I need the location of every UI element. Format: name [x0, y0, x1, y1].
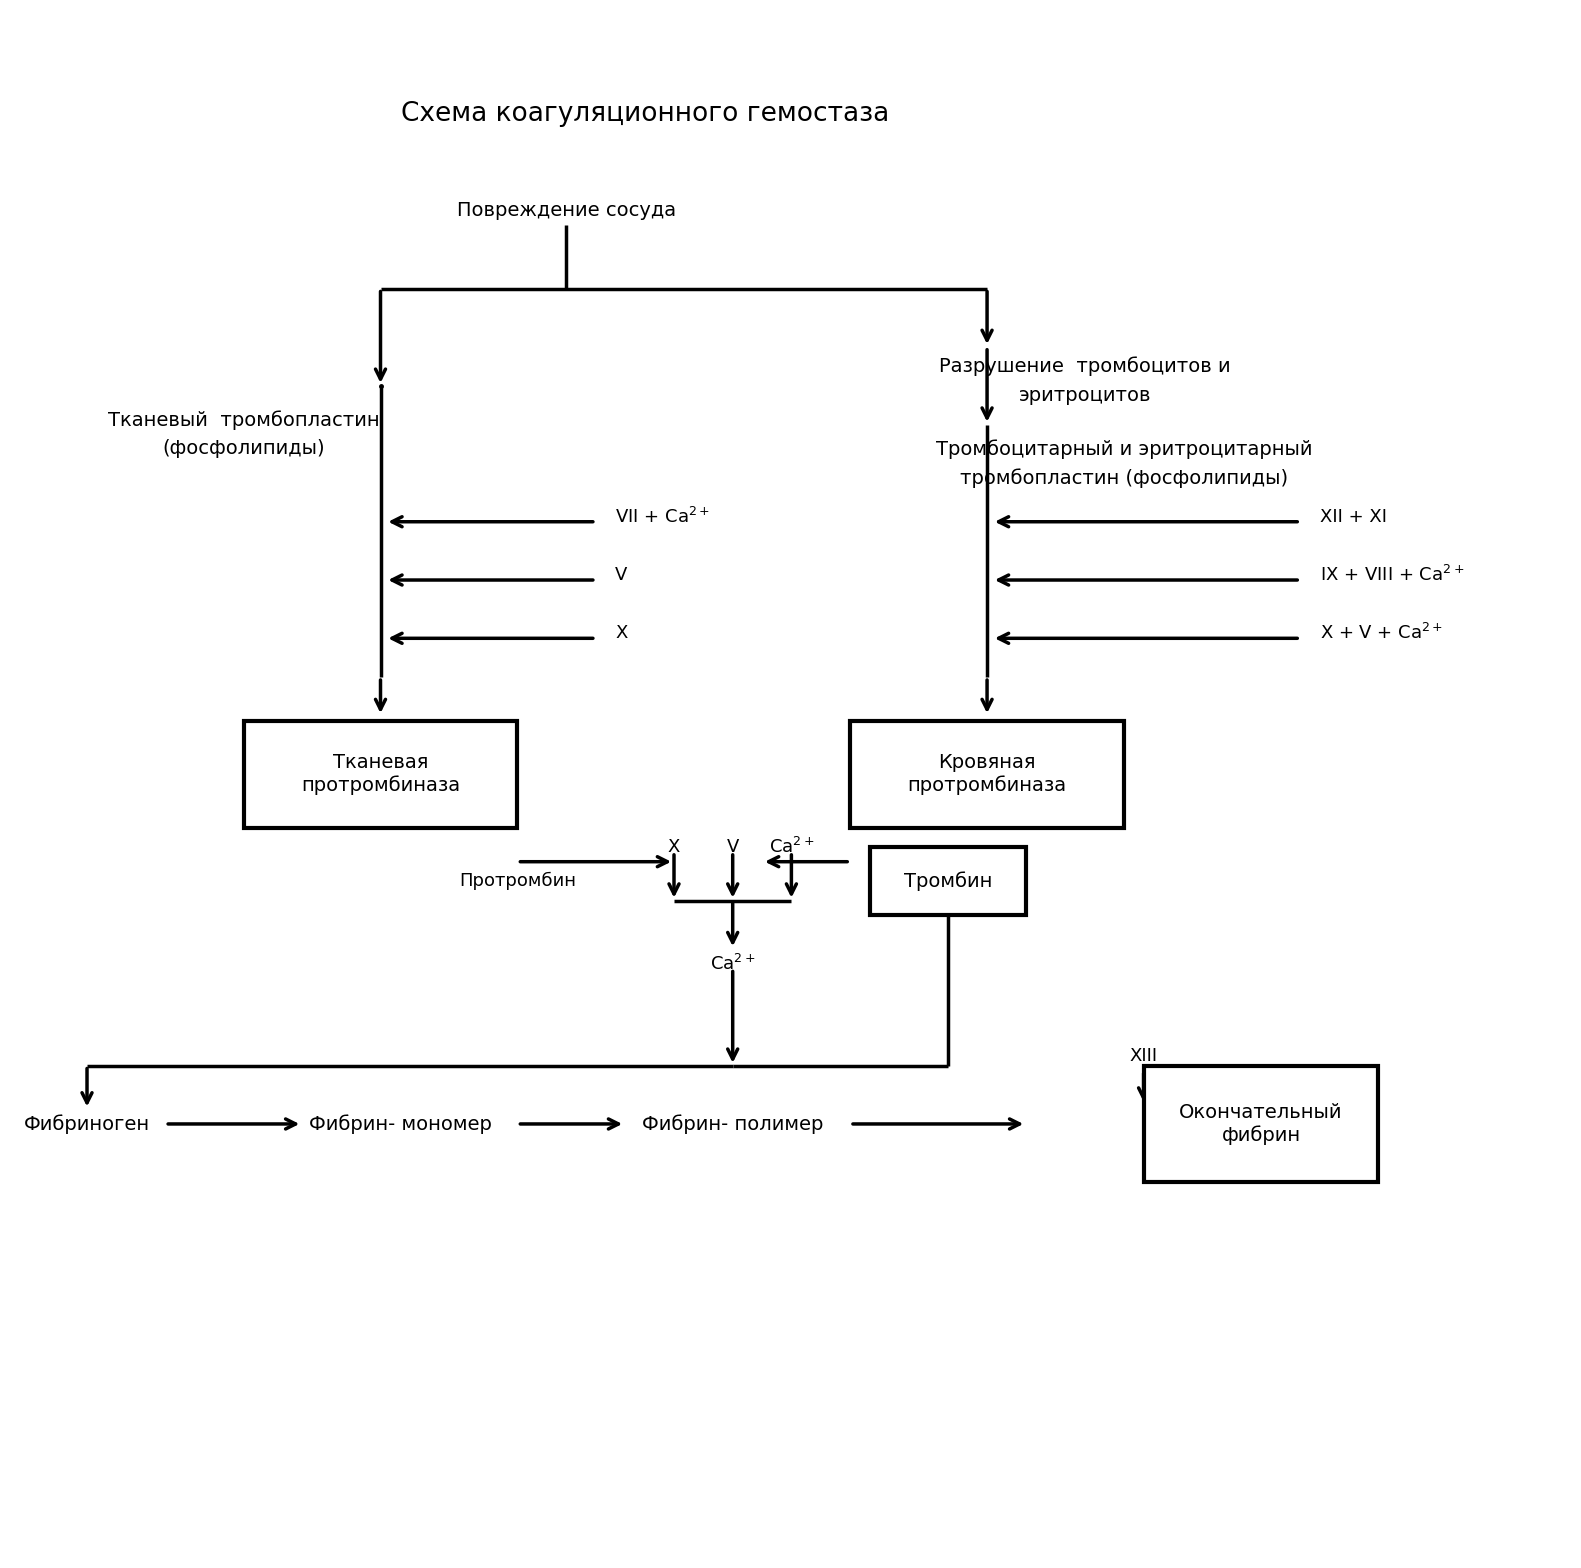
Text: X: X	[667, 839, 680, 856]
Text: Протромбин: Протромбин	[458, 872, 575, 891]
Text: IX + VIII + Ca$^{2+}$: IX + VIII + Ca$^{2+}$	[1320, 564, 1464, 585]
Text: Тромбоцитарный и эритроцитарный: Тромбоцитарный и эритроцитарный	[936, 439, 1312, 459]
Text: тромбопластин (фосфолипиды): тромбопластин (фосфолипиды)	[960, 469, 1289, 488]
Text: Схема коагуляционного гемостаза: Схема коагуляционного гемостаза	[400, 100, 889, 127]
Text: X: X	[615, 624, 628, 643]
Text: VII + Ca$^{2+}$: VII + Ca$^{2+}$	[615, 506, 710, 527]
Text: V: V	[615, 566, 628, 585]
Text: Тромбин: Тромбин	[904, 872, 993, 891]
Text: Фибрин- полимер: Фибрин- полимер	[642, 1115, 824, 1134]
Text: Ca$^{2+}$: Ca$^{2+}$	[710, 953, 756, 974]
Bar	[1143, 1066, 1379, 1182]
Text: Ca$^{2+}$: Ca$^{2+}$	[768, 837, 814, 858]
Text: XII + XI: XII + XI	[1320, 508, 1387, 525]
Text: Окончательный
фибрин: Окончательный фибрин	[1179, 1102, 1342, 1145]
Text: Тканевый  тромбопластин: Тканевый тромбопластин	[108, 409, 379, 430]
Text: эритроцитов: эритроцитов	[1018, 386, 1151, 405]
Text: V: V	[727, 839, 738, 856]
Text: Повреждение сосуда: Повреждение сосуда	[457, 201, 677, 221]
Text: (фосфолипиды): (фосфолипиды)	[163, 439, 324, 458]
Bar	[870, 847, 1026, 916]
Text: XIII: XIII	[1129, 1047, 1157, 1065]
Text: Фибрин- мономер: Фибрин- мономер	[308, 1115, 492, 1134]
Text: Кровяная
протромбиназа: Кровяная протромбиназа	[907, 753, 1067, 795]
Text: Разрушение  тромбоцитов и: Разрушение тромбоцитов и	[939, 356, 1230, 376]
Text: Фибриноген: Фибриноген	[24, 1115, 150, 1134]
Text: X + V + Ca$^{2+}$: X + V + Ca$^{2+}$	[1320, 624, 1443, 643]
Text: Тканевая
протромбиназа: Тканевая протромбиназа	[300, 753, 460, 795]
Bar	[243, 721, 517, 828]
Bar	[851, 721, 1124, 828]
